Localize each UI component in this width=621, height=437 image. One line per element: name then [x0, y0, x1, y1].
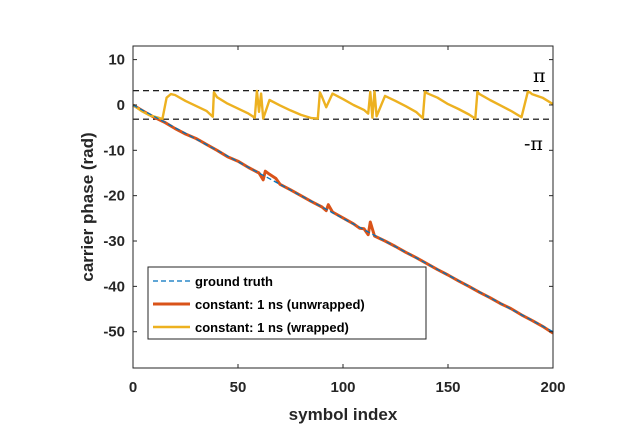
y-tick-label-3: -20 [103, 188, 125, 205]
y-tick-label-2: -10 [103, 142, 125, 159]
x-axis-label: symbol index [289, 405, 398, 424]
legend: ground truth constant: 1 ns (unwrapped) co… [147, 266, 427, 340]
legend-box [147, 266, 427, 340]
reference-lines [133, 90, 553, 120]
y-tick-label-4: -30 [103, 233, 125, 250]
legend-label-0: ground truth [195, 274, 273, 289]
y-axis: 10 0 -10 -20 -30 -40 -50 [103, 52, 553, 341]
x-tick-label-2: 100 [330, 379, 355, 396]
x-axis: 0 50 100 150 200 [129, 46, 566, 396]
y-tick-label-5: -40 [103, 278, 125, 295]
annotation-pi: π [533, 65, 546, 87]
x-tick-label-4: 200 [540, 379, 565, 396]
series-line-2 [132, 89, 554, 121]
y-tick-label-0: 10 [108, 52, 125, 69]
series-group [132, 89, 554, 335]
y-tick-label-6: -50 [103, 324, 125, 341]
y-tick-label-1: 0 [117, 97, 125, 114]
legend-label-2: constant: 1 ns (wrapped) [195, 320, 349, 335]
x-tick-label-1: 50 [230, 379, 247, 396]
x-tick-label-3: 150 [435, 379, 460, 396]
x-tick-label-0: 0 [129, 379, 137, 396]
y-axis-label: carrier phase (rad) [78, 132, 97, 281]
legend-label-1: constant: 1 ns (unwrapped) [195, 297, 365, 312]
annotation-minus-pi: -π [524, 133, 543, 155]
